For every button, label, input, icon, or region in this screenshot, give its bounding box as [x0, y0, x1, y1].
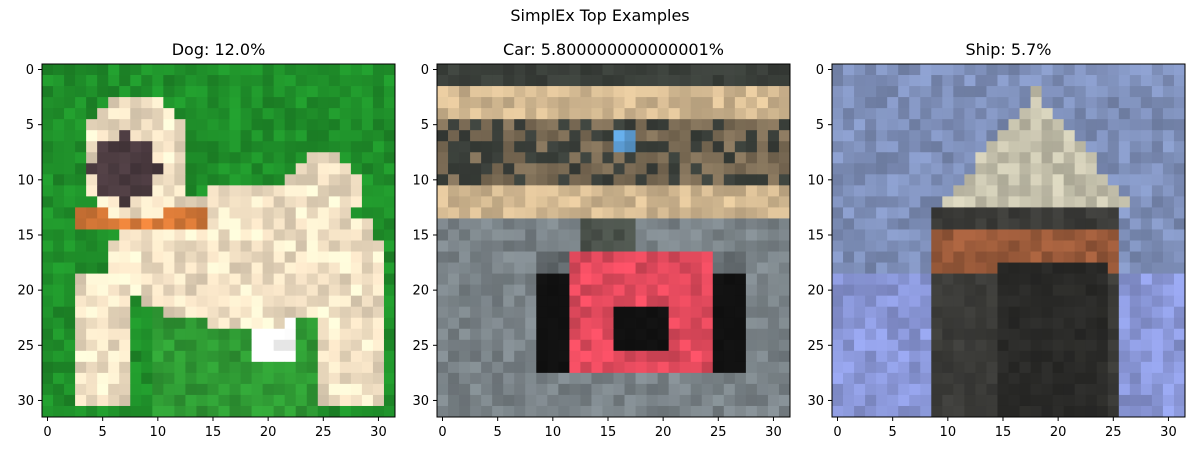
ship-image	[832, 64, 1186, 418]
y-tick-label: 0	[421, 63, 429, 78]
x-tick-label: 25	[315, 425, 332, 440]
y-tick-label: 25	[807, 339, 824, 354]
y-tick-label: 30	[17, 394, 34, 409]
dog-axes: 0 5 10 15 20 25 30 0 5 10 15 20 25 30	[17, 63, 396, 440]
x-tick-label: 25	[710, 425, 727, 440]
x-tick-label: 10	[150, 425, 167, 440]
y-tick-label: 0	[26, 63, 34, 78]
x-tick-label: 20	[260, 425, 277, 440]
y-tick-label: 15	[807, 228, 824, 243]
x-tick-label: 20	[655, 425, 672, 440]
x-tick-label: 5	[889, 425, 897, 440]
ship-axes: 0 5 10 15 20 25 30 0 5 10 15 20 25 30	[807, 63, 1186, 440]
x-tick-label: 15	[995, 425, 1012, 440]
y-tick-label: 5	[816, 118, 824, 133]
y-tick-label: 5	[421, 118, 429, 133]
y-tick-label: 20	[17, 284, 34, 299]
y-tick-label: 10	[412, 173, 429, 188]
axes-frame	[831, 63, 1186, 418]
subplot-title: Car: 5.800000000000001%	[503, 40, 724, 59]
x-tick-label: 25	[1105, 425, 1122, 440]
car-axes: 0 5 10 15 20 25 30 0 5 10 15 20 25 30	[412, 63, 791, 440]
x-tick-label: 15	[205, 425, 222, 440]
x-tick-label: 0	[833, 425, 841, 440]
y-tick-label: 20	[807, 284, 824, 299]
x-tick-label: 5	[99, 425, 107, 440]
y-tick-label: 30	[807, 394, 824, 409]
y-tick-label: 10	[807, 173, 824, 188]
subplot-dog: Dog: 12.0% 0 5 10 15 20 25 30 0 5 10 15 20 25 30	[0, 0, 400, 450]
y-tick-label: 5	[26, 118, 34, 133]
axes-frame	[41, 63, 396, 418]
y-tick-label: 25	[412, 339, 429, 354]
axes-frame	[436, 63, 791, 418]
x-tick-label: 5	[494, 425, 502, 440]
y-tick-label: 25	[17, 339, 34, 354]
y-tick-label: 15	[412, 228, 429, 243]
x-tick-label: 15	[600, 425, 617, 440]
x-tick-label: 30	[765, 425, 782, 440]
x-tick-label: 30	[370, 425, 387, 440]
x-tick-label: 0	[438, 425, 446, 440]
subplot-car: Car: 5.800000000000001% 0 5 10 15 20 25 30 0 5 10…	[395, 0, 795, 450]
x-tick-label: 20	[1050, 425, 1067, 440]
y-tick-label: 30	[412, 394, 429, 409]
x-tick-label: 10	[545, 425, 562, 440]
subplot-ship: Ship: 5.7% 0 5 10 15 20 25 30 0 5 10 15 20 25 30	[790, 0, 1190, 450]
y-tick-label: 10	[17, 173, 34, 188]
x-tick-label: 10	[940, 425, 957, 440]
race-car-image	[437, 64, 791, 418]
subplot-title: Dog: 12.0%	[171, 40, 266, 59]
figure-title: SimplEx Top Examples	[510, 6, 690, 25]
y-tick-label: 20	[412, 284, 429, 299]
y-tick-label: 0	[816, 63, 824, 78]
pug-dog-image	[42, 64, 396, 418]
subplot-title: Ship: 5.7%	[965, 40, 1052, 59]
y-tick-label: 15	[17, 228, 34, 243]
x-tick-label: 0	[43, 425, 51, 440]
x-tick-label: 30	[1160, 425, 1177, 440]
